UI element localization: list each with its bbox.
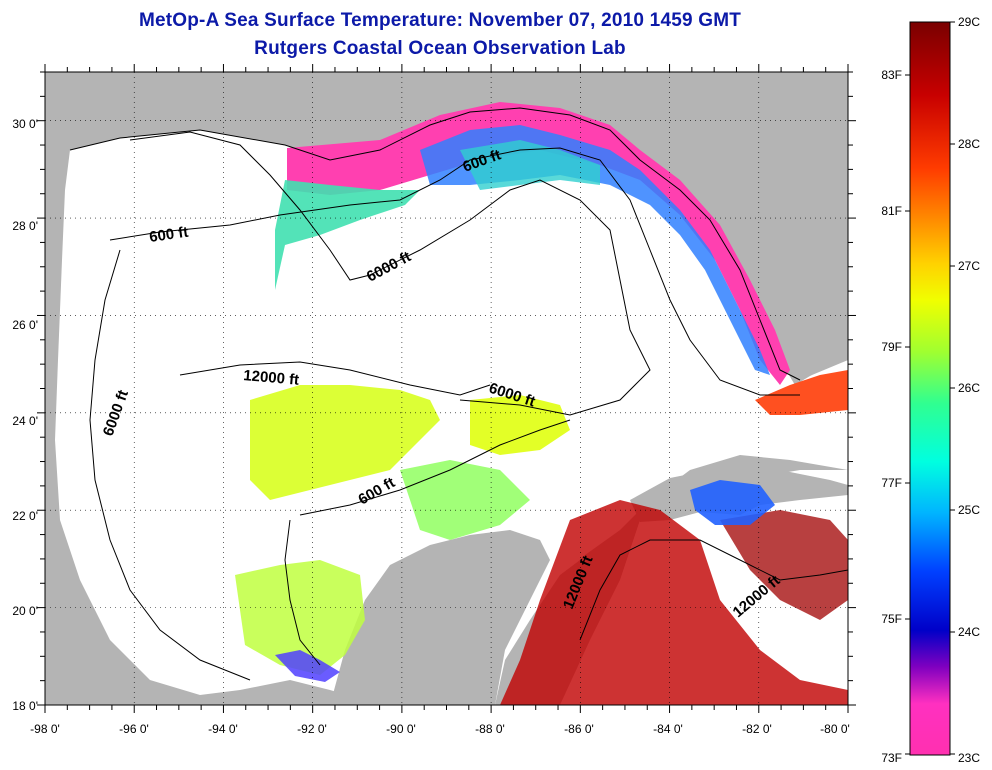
colorbar-label-c: 25C bbox=[958, 503, 980, 517]
contour-600ft bbox=[109, 147, 800, 396]
colorbar bbox=[909, 21, 951, 756]
latitude-labels: 18 0' 20 0' 22 0' 24 0' 26 0' 28 0' 30 0… bbox=[12, 117, 38, 713]
contour-6000ft bbox=[129, 131, 651, 416]
contour-12000ft-caribbean bbox=[579, 539, 848, 641]
colorbar-label-f: 77F bbox=[881, 476, 902, 490]
contour-label-12000ft: 12000 ft bbox=[243, 367, 300, 389]
colorbar-ticks bbox=[905, 21, 955, 755]
axis-ticks bbox=[37, 64, 856, 713]
contour-600ft-yucatan bbox=[299, 419, 571, 516]
colorbar-label-f: 73F bbox=[881, 751, 902, 765]
sst-east-shelf-teal bbox=[460, 140, 600, 190]
gulf-of-mexico-water bbox=[55, 108, 848, 705]
lon-label: -98 0' bbox=[30, 722, 60, 736]
depth-contours bbox=[89, 131, 848, 681]
sst-north-coast-band bbox=[287, 102, 790, 385]
sst-central-patch bbox=[250, 385, 440, 500]
lon-label: -82 0' bbox=[742, 722, 772, 736]
coastline bbox=[69, 107, 801, 381]
lon-label: -86 0' bbox=[564, 722, 594, 736]
lat-label: 28 0' bbox=[12, 219, 38, 233]
colorbar-label-c: 24C bbox=[958, 625, 980, 639]
sst-south-central-patch bbox=[400, 460, 530, 540]
contour-shelf-west bbox=[284, 519, 321, 666]
lat-label: 24 0' bbox=[12, 414, 38, 428]
lon-label: -84 0' bbox=[653, 722, 683, 736]
lat-label: 30 0' bbox=[12, 117, 38, 131]
colorbar-label-c: 27C bbox=[958, 259, 980, 273]
lon-label: -94 0' bbox=[208, 722, 238, 736]
sst-bay-of-campeche bbox=[235, 560, 365, 675]
contour-label-600ft: 600 ft bbox=[148, 224, 189, 246]
sst-cuba-cool bbox=[690, 480, 775, 525]
colorbar-label-c: 28C bbox=[958, 137, 980, 151]
mexico-land bbox=[330, 530, 550, 705]
contour-6000ft-west bbox=[89, 249, 251, 681]
sst-caribbean-warm-east bbox=[720, 510, 848, 620]
longitude-labels: -98 0' -96 0' -94 0' -92 0' -90 0' -88 0… bbox=[30, 722, 850, 736]
map-title: MetOp-A Sea Surface Temperature: Novembe… bbox=[138, 10, 742, 31]
lat-label: 22 0' bbox=[12, 509, 38, 523]
colorbar-label-f: 81F bbox=[881, 204, 902, 218]
lon-label: -90 0' bbox=[386, 722, 416, 736]
colorbar-fahrenheit-labels: 83F 81F 79F 77F 75F 73F bbox=[881, 68, 902, 765]
lat-label: 18 0' bbox=[12, 699, 38, 713]
lon-label: -92 0' bbox=[297, 722, 327, 736]
sst-florida-straits bbox=[755, 370, 848, 415]
colorbar-label-c: 26C bbox=[958, 381, 980, 395]
lon-label: -80 0' bbox=[820, 722, 850, 736]
florida-land bbox=[640, 75, 848, 385]
lon-label: -88 0' bbox=[475, 722, 505, 736]
sst-west-shelf bbox=[275, 180, 420, 290]
colorbar-label-f: 83F bbox=[881, 68, 902, 82]
colorbar-label-c: 29C bbox=[958, 15, 980, 29]
sst-caribbean-warm bbox=[500, 500, 848, 705]
lat-label: 26 0' bbox=[12, 318, 38, 332]
sst-campeche-cool bbox=[275, 650, 340, 682]
colorbar-celsius-labels: 29C 28C 27C 26C 25C 24C 23C bbox=[958, 15, 980, 765]
map-subtitle: Rutgers Coastal Ocean Observation Lab bbox=[254, 38, 626, 59]
contour-12000ft bbox=[179, 361, 491, 396]
lon-label: -96 0' bbox=[119, 722, 149, 736]
lat-label: 20 0' bbox=[12, 604, 38, 618]
colorbar-label-f: 79F bbox=[881, 340, 902, 354]
colorbar-label-f: 75F bbox=[881, 612, 902, 626]
colorbar-label-c: 23C bbox=[958, 751, 980, 765]
